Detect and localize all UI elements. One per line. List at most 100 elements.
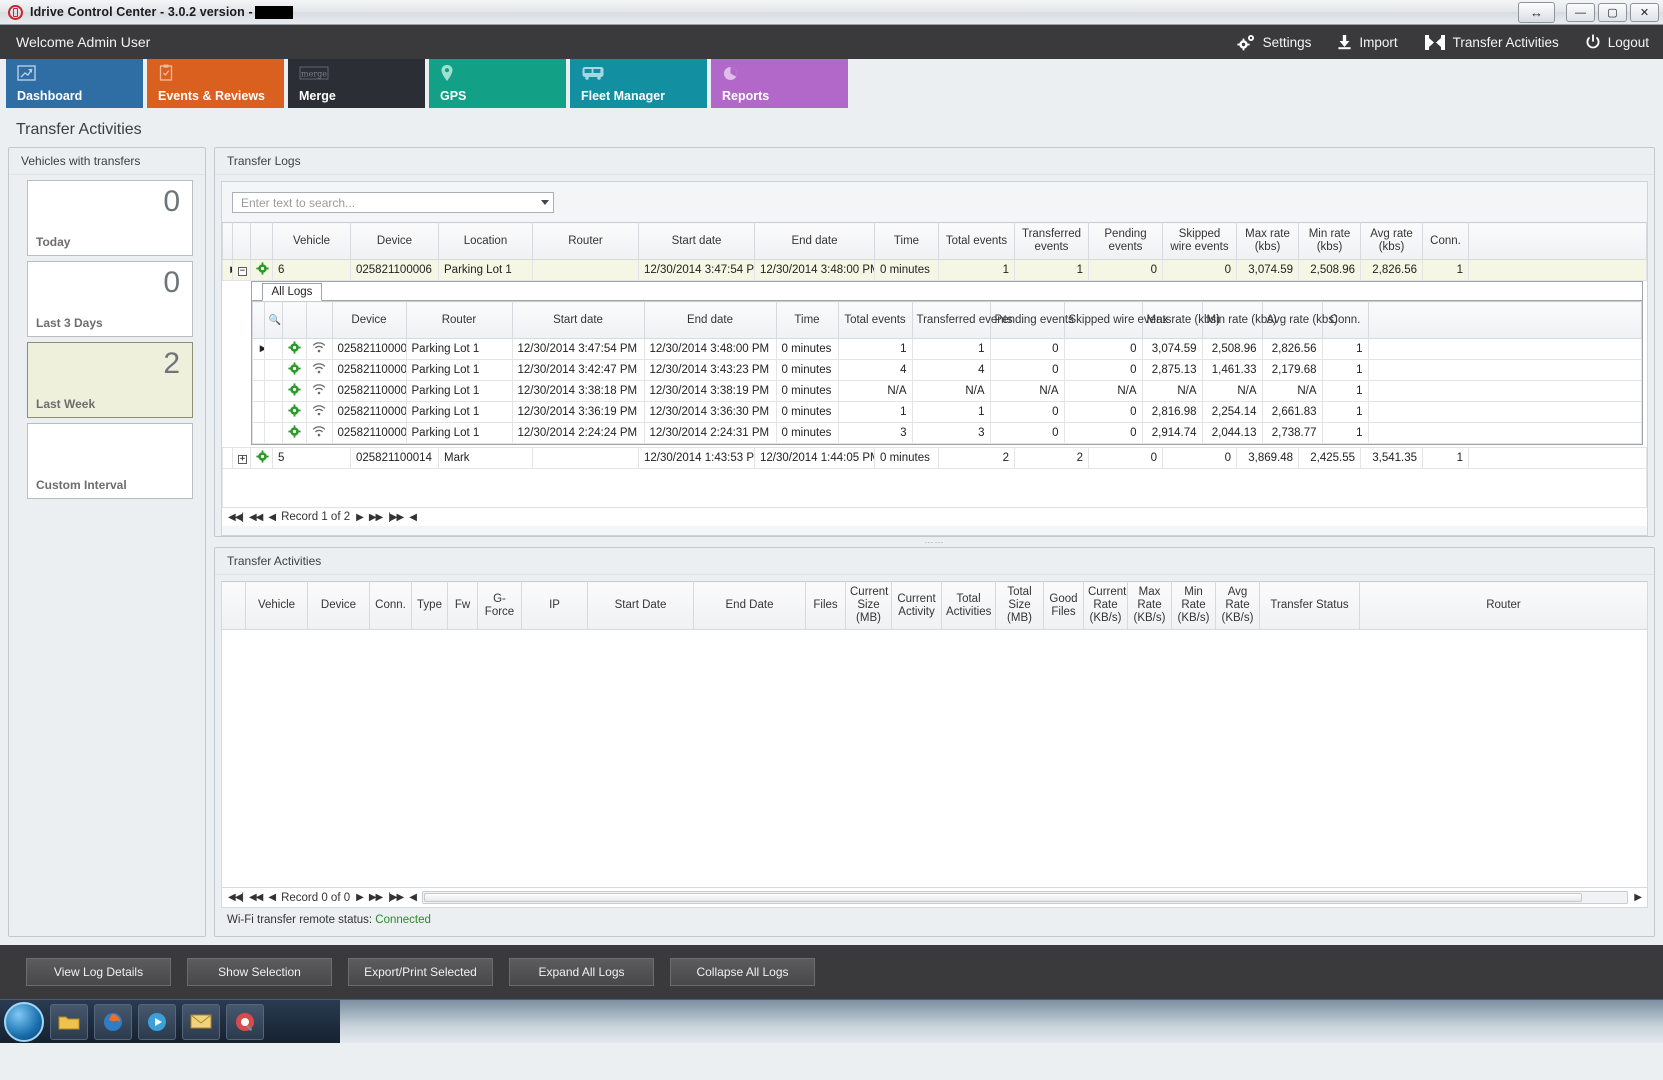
col-time[interactable]: Time <box>874 222 939 260</box>
col-ta-fw[interactable]: Fw <box>447 581 478 630</box>
col-sub-skipped-wire-events[interactable]: Skipped wire events <box>1063 301 1171 339</box>
nav-next-button[interactable]: ▶ <box>356 511 364 523</box>
col-ta-vehicle[interactable]: Vehicle <box>245 581 308 630</box>
menu-item-transfer-activities[interactable]: Transfer Activities <box>1424 34 1559 51</box>
col-end-date[interactable]: End date <box>754 222 875 260</box>
col-total-events[interactable]: Total events <box>938 222 1015 260</box>
sidebar-card-today[interactable]: 0 Today <box>27 180 193 256</box>
col-start-date[interactable]: Start date <box>638 222 755 260</box>
menu-item-import[interactable]: Import <box>1337 34 1398 50</box>
col-sub-transferred-events[interactable]: Transferred events <box>911 301 1013 339</box>
search-icon[interactable]: 🔍 <box>263 301 283 339</box>
col-max-rate[interactable]: Max rate (kbs) <box>1236 222 1299 260</box>
col-sub-max-rate[interactable]: Max rate (kbs) <box>1141 301 1220 339</box>
menu-item-settings[interactable]: Settings <box>1236 34 1311 51</box>
col-ta-router[interactable]: Router <box>1359 581 1648 630</box>
close-button[interactable]: ✕ <box>1630 3 1659 22</box>
tile-fleet-manager[interactable]: Fleet Manager <box>570 59 707 108</box>
row-expander[interactable]: − <box>232 259 251 281</box>
col-sub-end-date[interactable]: End date <box>643 301 777 339</box>
col-conn[interactable]: Conn. <box>1422 222 1469 260</box>
col-sub-pending-events[interactable]: Pending events <box>989 301 1074 339</box>
search-box[interactable] <box>232 192 554 213</box>
table-row[interactable]: ► − 6 <box>222 259 1647 281</box>
media-icon[interactable] <box>138 1003 176 1040</box>
chevron-down-icon[interactable] <box>541 200 549 205</box>
nav-first-button[interactable]: ◀◀| <box>228 511 244 523</box>
col-sub-total-events[interactable]: Total events <box>837 301 913 339</box>
col-skipped-wire-events[interactable]: Skipped wire events <box>1162 222 1237 260</box>
col-ta-current-size[interactable]: Current Size (MB) <box>845 581 892 630</box>
nav-prev-button[interactable]: ◀ <box>268 892 276 903</box>
table-row[interactable]: 025821100006 Parking Lot 1 12/30/2014 3:… <box>251 401 1642 423</box>
tile-dashboard[interactable]: Dashboard <box>6 59 143 108</box>
nav-next-button[interactable]: ▶ <box>356 892 364 903</box>
nav-first-button[interactable]: ◀◀| <box>228 892 244 903</box>
sidebar-card-custom-interval[interactable]: Custom Interval <box>27 423 193 499</box>
collapse-all-logs-button[interactable]: Collapse All Logs <box>670 958 815 986</box>
search-input[interactable] <box>239 194 541 211</box>
table-row[interactable]: + 5 025821100014 Mark 12/30/2014 1:43:53… <box>222 447 1647 469</box>
row-expander[interactable]: + <box>232 447 251 469</box>
col-ta-end-date[interactable]: End Date <box>693 581 806 630</box>
tab-all-logs[interactable]: All Logs <box>261 283 323 301</box>
table-row[interactable]: 025821100006 Parking Lot 1 12/30/2014 2:… <box>251 422 1642 444</box>
menu-item-logout[interactable]: Logout <box>1585 34 1649 50</box>
tile-events-reviews[interactable]: Events & Reviews <box>147 59 284 108</box>
col-ta-device[interactable]: Device <box>307 581 370 630</box>
col-ta-type[interactable]: Type <box>411 581 448 630</box>
col-ta-conn[interactable]: Conn. <box>369 581 412 630</box>
start-orb-icon[interactable] <box>4 1001 44 1042</box>
nav-horizontal-scrollbar[interactable] <box>422 511 1641 523</box>
col-ta-current-activity[interactable]: Current Activity <box>891 581 942 630</box>
nav-last-button[interactable]: |▶▶ <box>388 511 404 523</box>
tile-reports[interactable]: Reports <box>711 59 848 108</box>
col-transferred-events[interactable]: Transferred events <box>1014 222 1089 260</box>
nav-next-page-button[interactable]: ▶▶ <box>368 511 383 523</box>
sidebar-card-last-week[interactable]: 2 Last Week <box>27 342 193 418</box>
col-ta-total-activities[interactable]: Total Activities <box>941 581 996 630</box>
nav-scroll-left-button[interactable]: ◀ <box>409 511 417 523</box>
col-ta-ip[interactable]: IP <box>521 581 588 630</box>
col-router[interactable]: Router <box>532 222 639 260</box>
export-print-selected-button[interactable]: Export/Print Selected <box>348 958 493 986</box>
col-ta-files[interactable]: Files <box>805 581 846 630</box>
show-selection-button[interactable]: Show Selection <box>187 958 332 986</box>
nav-horizontal-scrollbar[interactable] <box>421 891 1629 904</box>
minimize-button[interactable]: — <box>1566 3 1595 22</box>
nav-prev-page-button[interactable]: ◀◀ <box>248 511 263 523</box>
nav-next-page-button[interactable]: ▶▶ <box>368 892 383 903</box>
sidebar-card-last-3-days[interactable]: 0 Last 3 Days <box>27 261 193 337</box>
nav-scroll-left-button[interactable]: ◀ <box>409 892 417 903</box>
col-sub-time[interactable]: Time <box>775 301 839 339</box>
col-ta-current-rate[interactable]: Current Rate (KB/s) <box>1083 581 1128 630</box>
col-ta-start-date[interactable]: Start Date <box>587 581 694 630</box>
col-ta-total-size[interactable]: Total Size (MB) <box>995 581 1044 630</box>
col-pending-events[interactable]: Pending events <box>1088 222 1163 260</box>
col-sub-conn[interactable]: Conn. <box>1321 301 1369 339</box>
col-vehicle[interactable]: Vehicle <box>272 222 351 260</box>
panel-splitter[interactable]: ⋯⋯ <box>924 536 945 547</box>
maximize-button[interactable]: ▢ <box>1598 3 1627 22</box>
mail-icon[interactable] <box>182 1003 220 1040</box>
table-row[interactable]: 025821100006 Parking Lot 1 12/30/2014 3:… <box>251 380 1642 402</box>
tile-merge[interactable]: merge Merge <box>288 59 425 108</box>
col-sub-avg-rate[interactable]: Avg rate (kbs) <box>1261 301 1338 339</box>
nav-scroll-right-button[interactable]: ▶ <box>1634 892 1642 903</box>
col-ta-max-rate[interactable]: Max Rate (KB/s) <box>1127 581 1172 630</box>
col-ta-gforce[interactable]: G-Force <box>477 581 522 630</box>
col-avg-rate[interactable]: Avg rate (kbs) <box>1360 222 1423 260</box>
col-sub-router[interactable]: Router <box>405 301 513 339</box>
col-ta-good-files[interactable]: Good Files <box>1043 581 1084 630</box>
expand-all-logs-button[interactable]: Expand All Logs <box>509 958 654 986</box>
nav-last-button[interactable]: |▶▶ <box>388 892 404 903</box>
view-log-details-button[interactable]: View Log Details <box>26 958 171 986</box>
col-location[interactable]: Location <box>438 222 533 260</box>
col-ta-transfer-status[interactable]: Transfer Status <box>1259 581 1360 630</box>
restore-down-icon[interactable]: ↔ <box>1518 2 1555 23</box>
app-icon[interactable] <box>226 1003 264 1040</box>
firefox-icon[interactable] <box>94 1003 132 1040</box>
col-ta-min-rate[interactable]: Min Rate (KB/s) <box>1171 581 1216 630</box>
explorer-icon[interactable] <box>50 1003 88 1040</box>
col-min-rate[interactable]: Min rate (kbs) <box>1298 222 1361 260</box>
